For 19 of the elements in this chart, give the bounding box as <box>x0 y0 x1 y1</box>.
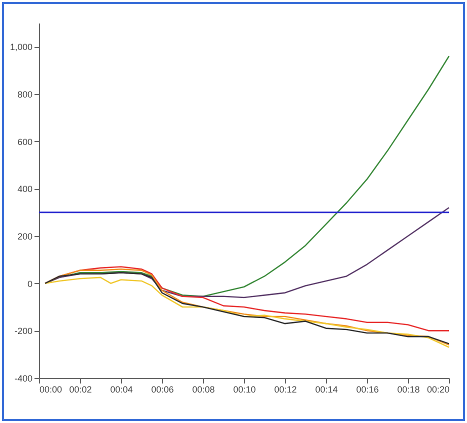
x-tick-label: 00:00 <box>40 384 62 394</box>
x-tick-label: 00:02 <box>69 384 92 394</box>
y-tick-label: 800 <box>17 90 32 100</box>
x-tick-label: 00:12 <box>274 384 297 394</box>
y-tick-label: 0 <box>27 278 32 289</box>
x-tick-label: 00:10 <box>233 384 256 394</box>
y-tick-label: 200 <box>17 232 32 242</box>
x-tick-label: 00:18 <box>397 384 420 394</box>
x-tick-label: 00:06 <box>151 384 174 394</box>
x-tick-label: 00:20 <box>426 384 450 394</box>
y-tick-label: -200 <box>14 326 32 336</box>
y-tick-label: 400 <box>17 184 32 194</box>
y-tick-label: 600 <box>17 136 32 147</box>
x-tick-label: 00:08 <box>192 384 215 394</box>
x-tick-label: 00:04 <box>110 384 133 394</box>
x-tick-label: 00:14 <box>315 384 338 394</box>
y-tick-label: 1,000 <box>10 42 32 52</box>
y-tick-label: -400 <box>14 374 32 384</box>
x-tick-label: 00:16 <box>356 384 379 394</box>
